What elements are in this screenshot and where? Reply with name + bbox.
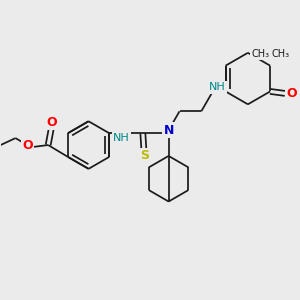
Text: NH: NH [209, 82, 226, 92]
Text: CH₃: CH₃ [271, 49, 289, 59]
Text: O: O [47, 116, 57, 129]
Text: CH₃: CH₃ [251, 49, 269, 59]
Text: N: N [164, 124, 174, 137]
Text: S: S [140, 149, 149, 162]
Text: O: O [22, 139, 33, 152]
Text: O: O [287, 87, 297, 100]
Text: NH: NH [113, 133, 129, 143]
